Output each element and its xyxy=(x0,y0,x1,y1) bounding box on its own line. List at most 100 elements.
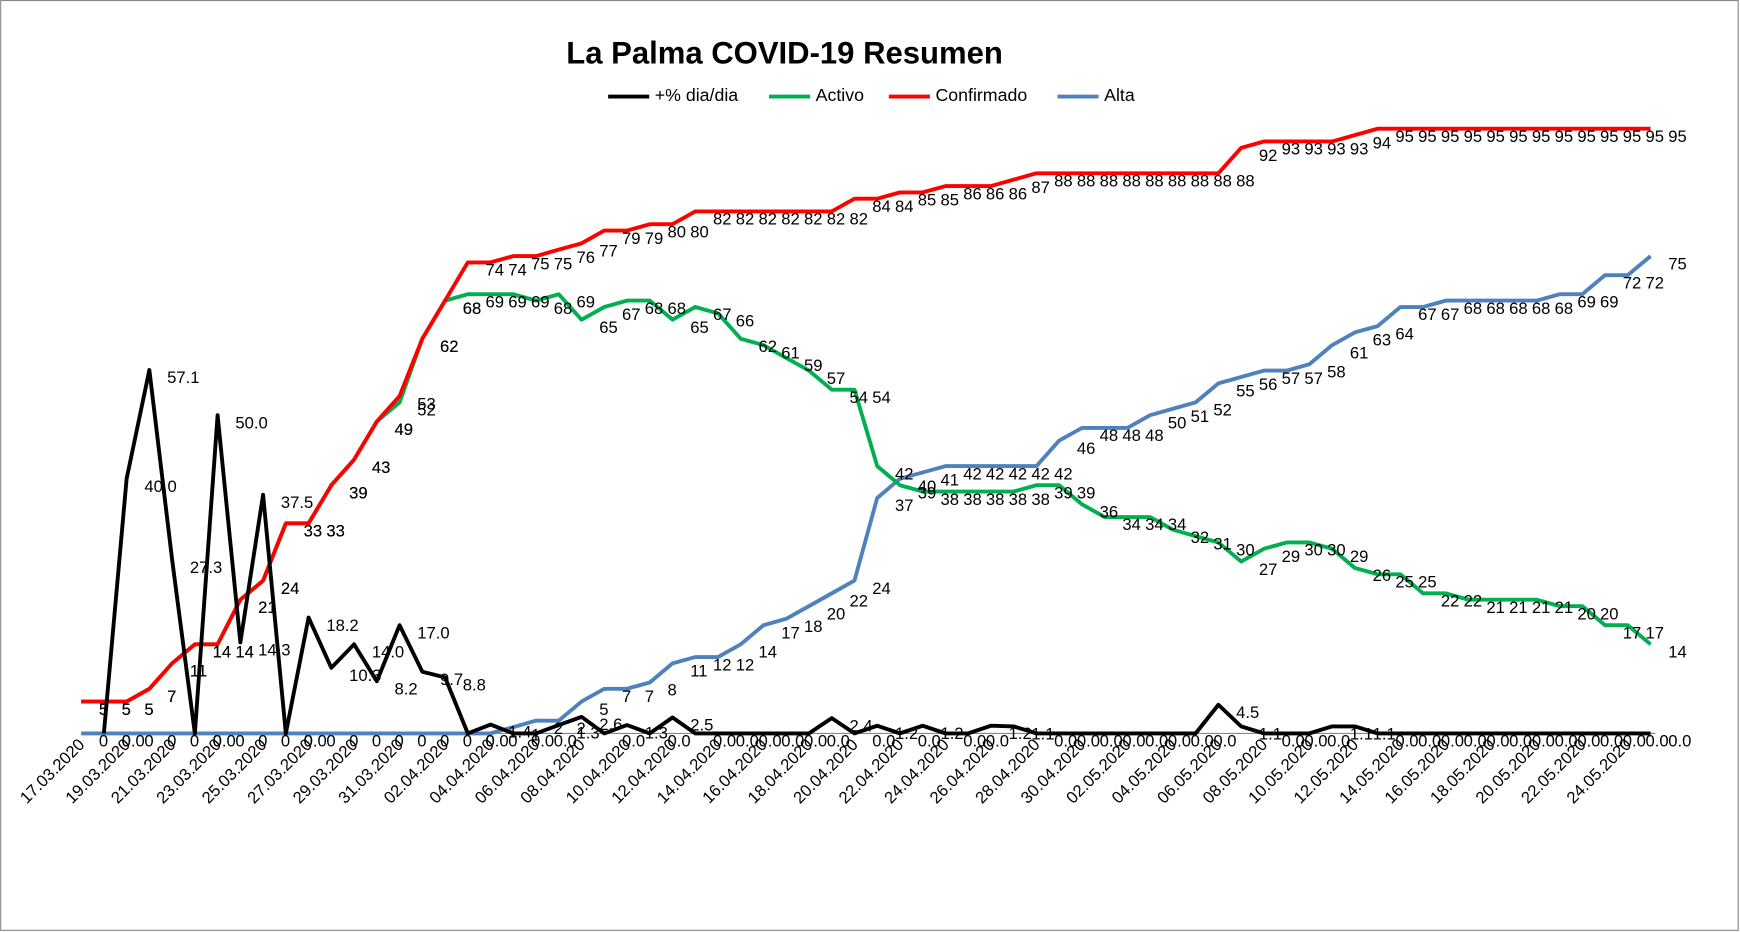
data-label: 67 xyxy=(622,305,641,324)
data-label: 2.5 xyxy=(690,716,713,735)
data-label: 0 xyxy=(440,732,449,751)
data-label: 5 xyxy=(144,700,153,719)
data-label: 0.0 xyxy=(827,732,850,751)
data-label: 82 xyxy=(827,210,846,229)
data-label: 38 xyxy=(963,490,982,509)
data-label: 0.0 xyxy=(1213,732,1236,751)
data-label: 68 xyxy=(1486,299,1505,318)
data-label: 62 xyxy=(440,337,459,356)
data-label: 42 xyxy=(963,464,982,483)
data-label: 0.0 xyxy=(918,732,941,751)
data-label: 79 xyxy=(622,229,641,248)
data-label: 1.1 xyxy=(1350,725,1373,744)
data-label: 0.0 xyxy=(804,732,827,751)
data-label: 0.0 xyxy=(1395,732,1418,751)
series-line xyxy=(81,126,1651,704)
data-label: 39 xyxy=(349,483,368,502)
data-label: 5 xyxy=(599,700,608,719)
data-label: 68 xyxy=(554,299,572,318)
data-label: 88 xyxy=(1077,172,1096,191)
data-label: 54 xyxy=(849,388,868,407)
data-label: 48 xyxy=(1122,426,1141,445)
data-label: 0.0 xyxy=(1282,732,1305,751)
data-label: 42 xyxy=(1031,464,1050,483)
data-label: 0.0 xyxy=(486,732,509,751)
data-label: 0.0 xyxy=(781,732,804,751)
data-label: 93 xyxy=(1282,140,1301,159)
data-label: 36 xyxy=(1100,503,1119,522)
data-label: 67 xyxy=(713,305,732,324)
data-label: 67 xyxy=(1441,305,1460,324)
data-label: 82 xyxy=(781,210,800,229)
data-label: 88 xyxy=(1236,172,1255,191)
data-label: 17.0 xyxy=(417,623,449,642)
data-label: 29 xyxy=(1350,547,1369,566)
data-label: 34 xyxy=(1122,515,1141,534)
data-label: 27 xyxy=(1259,560,1278,579)
data-label: 8 xyxy=(668,681,677,700)
data-label: 14 xyxy=(235,643,254,662)
data-label: 59 xyxy=(804,356,823,375)
data-label: 95 xyxy=(1577,127,1596,146)
data-label: 21 xyxy=(258,598,277,617)
data-label: 25 xyxy=(1418,573,1437,592)
data-label: 1.1 xyxy=(1031,725,1054,744)
data-label: 40.0 xyxy=(144,477,176,496)
data-label: 0.0 xyxy=(1646,732,1669,751)
data-label: 25 xyxy=(1395,573,1414,592)
data-label: 14 xyxy=(213,643,232,662)
data-label: 0.0 xyxy=(986,732,1009,751)
data-label: 34 xyxy=(1145,515,1164,534)
data-label: 80 xyxy=(690,222,709,241)
data-label: 82 xyxy=(804,210,823,229)
data-label: 2 xyxy=(554,719,563,738)
data-label: 1.3 xyxy=(577,723,600,742)
data-label: 57 xyxy=(827,369,846,388)
data-label: 33 xyxy=(326,522,345,541)
data-label: 95 xyxy=(1600,127,1619,146)
data-label: 40 xyxy=(918,477,937,496)
data-label: 5 xyxy=(144,700,153,719)
data-label: 95 xyxy=(1486,127,1505,146)
data-label: 0.0 xyxy=(1122,732,1145,751)
data-label: 72 xyxy=(1646,273,1665,292)
data-label: 95 xyxy=(1555,127,1574,146)
data-label: 49 xyxy=(395,420,414,439)
data-label: 93 xyxy=(1327,140,1346,159)
data-label: 68 xyxy=(1555,299,1574,318)
data-label: 0.0 xyxy=(1555,732,1578,751)
data-label: 0.0 xyxy=(213,732,236,751)
data-label: 31 xyxy=(1213,534,1232,553)
data-label: 95 xyxy=(1532,127,1551,146)
data-label: 0 xyxy=(372,732,381,751)
data-label: 37.5 xyxy=(281,493,313,512)
data-label: 95 xyxy=(1509,127,1528,146)
data-label: 30 xyxy=(1327,541,1346,560)
data-label: 7 xyxy=(645,687,654,706)
data-label: 42 xyxy=(1009,464,1027,483)
data-label: 18 xyxy=(804,617,823,636)
data-label: 52 xyxy=(417,401,436,420)
data-label: 14 xyxy=(235,643,254,662)
data-label: 30 xyxy=(1304,541,1323,560)
data-label: 39 xyxy=(1054,483,1073,502)
data-label: 33 xyxy=(326,522,345,541)
data-label: 1.2 xyxy=(895,724,918,743)
data-label: 21 xyxy=(1555,598,1574,617)
data-label: 48 xyxy=(1100,426,1119,445)
data-label: 20 xyxy=(1600,604,1619,623)
data-label: 0.0 xyxy=(713,732,736,751)
data-label: 0.0 xyxy=(758,732,781,751)
legend: +% dia/dia Activo Confirmado Alta xyxy=(608,85,1135,105)
data-label: 9.7 xyxy=(440,670,463,689)
data-label: 85 xyxy=(918,191,937,210)
data-label: 88 xyxy=(1213,172,1232,191)
data-label: 5 xyxy=(122,700,131,719)
data-label: 37 xyxy=(895,496,914,515)
data-label: 0.0 xyxy=(1077,732,1100,751)
legend-label: Activo xyxy=(816,85,864,105)
data-label: 14 xyxy=(1668,643,1687,662)
data-label: 0.0 xyxy=(1418,732,1441,751)
